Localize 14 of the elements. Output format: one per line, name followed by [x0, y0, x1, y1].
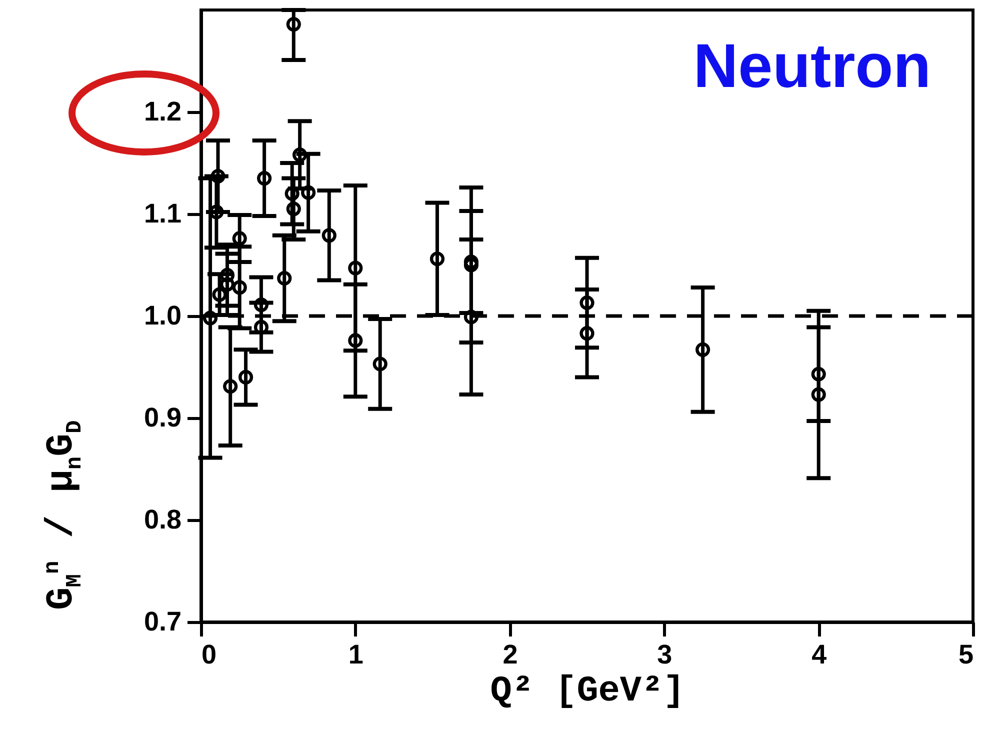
x-tick-label: 0	[202, 640, 217, 670]
x-tick-label: 1	[348, 640, 364, 670]
y-tick-label: 1.1	[144, 198, 182, 228]
x-axis-title: Q² [GeV²]	[490, 670, 685, 712]
y-tick-label: 1.2	[144, 96, 182, 126]
x-tick-label: 2	[502, 640, 518, 670]
y-tick-label: 1.0	[144, 300, 182, 330]
y-tick-label: 0.8	[144, 504, 182, 534]
y-tick-label: 0.7	[144, 606, 182, 636]
x-tick-label: 4	[812, 640, 827, 670]
x-tick-label: 3	[657, 640, 672, 670]
x-tick-label: 5	[958, 640, 974, 670]
annotation: Neutron	[693, 32, 931, 101]
y-tick-label: 0.9	[144, 402, 182, 432]
